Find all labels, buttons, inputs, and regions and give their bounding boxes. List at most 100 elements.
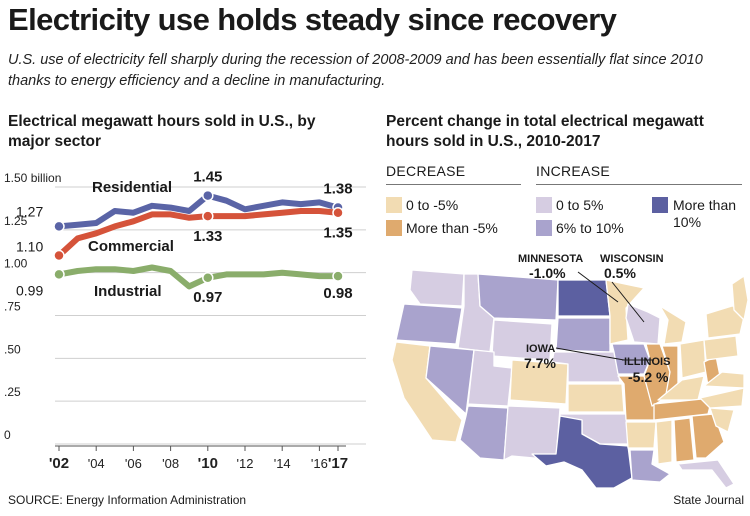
callout-minnesota-leader <box>577 271 619 303</box>
x-tick-label: '06 <box>125 456 142 471</box>
data-point-residential <box>53 220 65 233</box>
data-label-industrial: 0.98 <box>323 285 352 302</box>
state-arkansas <box>625 421 657 449</box>
data-point-commercial <box>202 210 214 222</box>
y-tick-label: .25 <box>4 385 21 399</box>
data-point-commercial <box>332 206 344 219</box>
data-label-residential: 1.27 <box>16 203 43 219</box>
data-label-commercial: 1.33 <box>193 228 222 245</box>
y-axis-tick-labels: 1.50 billion 1.25 1.00 .75 .50 .25 0 <box>4 171 61 442</box>
legend-divider-decrease <box>386 184 521 185</box>
state-kentucky <box>657 375 705 401</box>
callout-iowa-name: IOWA <box>526 343 555 355</box>
y-tick-label: 1.25 <box>4 214 28 228</box>
x-tick-label: '02 <box>49 455 69 472</box>
legend-label-increase-mid: 6% to 10% <box>556 220 624 236</box>
state-pennsylvania <box>703 335 739 361</box>
state-south-dakota <box>555 317 611 353</box>
data-label-residential: 1.45 <box>193 169 222 186</box>
data-labels: 1.27 1.45 1.38 1.10 1.33 1.35 0.99 0.97 0.98 <box>16 169 353 306</box>
data-label-industrial: 0.99 <box>16 282 43 298</box>
state-south-carolina <box>709 407 735 433</box>
state-iowa <box>611 343 651 375</box>
callout-illinois-name: ILLINOIS <box>624 356 670 368</box>
state-north-dakota <box>557 279 611 317</box>
series-name-industrial: Industrial <box>94 283 162 300</box>
source-note: SOURCE: Energy Information Administratio… <box>8 493 247 507</box>
state-new-york <box>705 305 747 339</box>
legend-label-decrease-small: 0 to -5% <box>406 197 459 213</box>
map-title: Percent change in total electrical megaw… <box>386 112 716 152</box>
state-utah <box>467 349 513 407</box>
x-tick-label: '12 <box>237 456 254 471</box>
state-mississippi <box>655 419 673 465</box>
series-layer <box>53 189 344 290</box>
state-louisiana <box>629 449 671 483</box>
map-title-text: Percent change in total electrical megaw… <box>386 113 704 150</box>
x-tick-label: '08 <box>162 456 179 471</box>
legend-decrease-heading: DECREASE <box>386 163 466 179</box>
legend-swatch-increase-small <box>536 197 552 213</box>
legend-swatch-decrease-small <box>386 197 402 213</box>
state-washington <box>409 269 465 307</box>
us-map: MINNESOTA -1.0% WISCONSIN 0.5% IOWA 7.7%… <box>391 253 748 488</box>
legend-label-increase-small: 0 to 5% <box>556 197 604 213</box>
series-name-residential: Residential <box>92 179 172 196</box>
callout-minnesota-name: MINNESOTA <box>518 253 583 265</box>
x-tick-label: '16 <box>311 456 328 471</box>
legend-divider-increase <box>536 184 742 185</box>
state-new-mexico <box>503 405 561 461</box>
x-tick-label: '04 <box>88 456 105 471</box>
callout-wisconsin-value: 0.5% <box>604 265 636 281</box>
data-point-industrial <box>332 270 344 282</box>
line-chart-title: Electrical megawatt hours sold in U.S., … <box>8 112 326 152</box>
data-point-industrial <box>53 268 65 281</box>
callout-iowa-leader <box>555 347 625 361</box>
callout-wisconsin-leader <box>611 281 645 323</box>
legend-label-increase-large: More than 10% <box>673 197 737 230</box>
data-label-commercial: 1.10 <box>16 239 43 255</box>
series-names: Residential Commercial Industrial <box>88 179 174 300</box>
series-line-commercial <box>56 208 341 259</box>
y-tick-label: 1.00 <box>4 257 28 271</box>
state-north-carolina <box>699 387 745 409</box>
data-point-industrial <box>202 272 214 284</box>
callout-iowa-value: 7.7% <box>524 355 556 371</box>
legend-swatch-increase-mid <box>536 220 552 236</box>
line-chart-title-text: Electrical megawatt hours sold in U.S., … <box>8 113 316 150</box>
y-tick-label: .75 <box>4 300 21 314</box>
y-tick-label: 1.50 billion <box>4 171 61 185</box>
state-colorado <box>509 359 569 405</box>
state-minnesota <box>605 279 645 345</box>
state-wyoming <box>491 319 553 361</box>
x-axis-tick-labels: '02 '04 '06 '08 '10 '12 '14 '16'17 <box>49 455 348 472</box>
state-texas <box>531 415 633 488</box>
callout-minnesota-value: -1.0% <box>529 265 566 281</box>
series-line-industrial <box>56 264 341 290</box>
state-montana <box>477 273 559 321</box>
y-tick-label: 0 <box>4 428 11 442</box>
y-tick-label: .50 <box>4 342 21 356</box>
state-ohio <box>679 339 707 379</box>
state-alabama <box>673 417 695 463</box>
state-wisconsin <box>625 303 661 345</box>
x-tick-label: '17 <box>328 455 348 472</box>
x-tick-label: '10 <box>198 455 218 472</box>
callout-wisconsin-name: WISCONSIN <box>600 253 664 265</box>
callout-illinois-value: -5.2 % <box>628 369 669 385</box>
data-point-commercial <box>53 249 65 262</box>
legend-increase-heading: INCREASE <box>536 163 610 179</box>
data-point-residential <box>202 189 214 202</box>
state-new-england <box>731 275 748 321</box>
series-line-residential <box>56 192 341 230</box>
gridlines <box>55 186 366 451</box>
page-subtitle: U.S. use of electricity fell sharply dur… <box>8 52 703 89</box>
state-virginia <box>703 371 745 389</box>
data-label-commercial: 1.35 <box>323 225 352 242</box>
data-label-residential: 1.38 <box>323 181 352 198</box>
line-chart: 1.50 billion 1.25 1.00 .75 .50 .25 0 '02 '04 '06… <box>4 169 366 472</box>
legend-label-decrease-large: More than -5% <box>406 220 498 236</box>
legend-swatch-decrease-large <box>386 220 402 236</box>
credit-line: State Journal <box>673 493 744 507</box>
state-oregon <box>395 303 463 345</box>
